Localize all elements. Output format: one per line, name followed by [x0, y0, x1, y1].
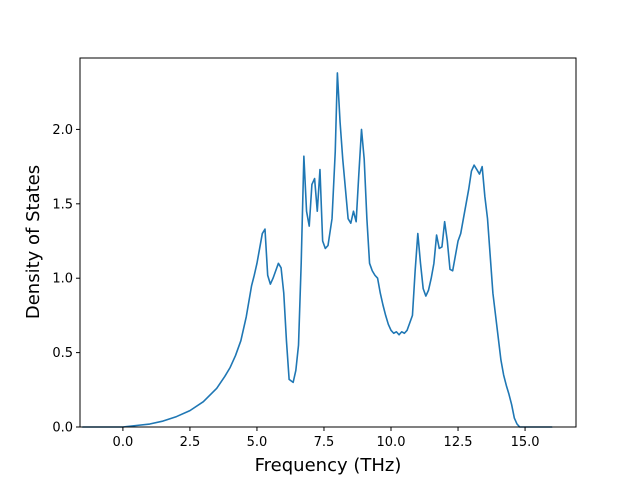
series-line-dos [81, 72, 553, 428]
x-tick-label: 15.0 [511, 435, 540, 450]
y-tick-label: 2.0 [52, 123, 73, 138]
x-tick-label: 0.0 [113, 435, 134, 450]
y-tick-label: 0.0 [52, 421, 73, 436]
x-axis-label: Frequency (THz) [255, 455, 402, 476]
axes-frame [79, 57, 577, 428]
x-tick-label: 5.0 [247, 435, 268, 450]
x-axis-ticks: 0.0 2.5 5.0 7.5 10.0 12.5 15.0 [113, 427, 540, 450]
y-axis-label: Density of States [23, 165, 44, 319]
x-tick-label: 2.5 [180, 435, 201, 450]
y-axis-ticks: 0.0 0.5 1.0 1.5 2.0 [52, 123, 80, 436]
plot-area [81, 72, 553, 428]
x-tick-label: 7.5 [314, 435, 335, 450]
x-tick-label: 12.5 [444, 435, 473, 450]
y-tick-label: 1.0 [52, 272, 73, 287]
y-tick-label: 1.5 [52, 197, 73, 212]
y-tick-label: 0.5 [52, 346, 73, 361]
x-tick-label: 10.0 [377, 435, 406, 450]
